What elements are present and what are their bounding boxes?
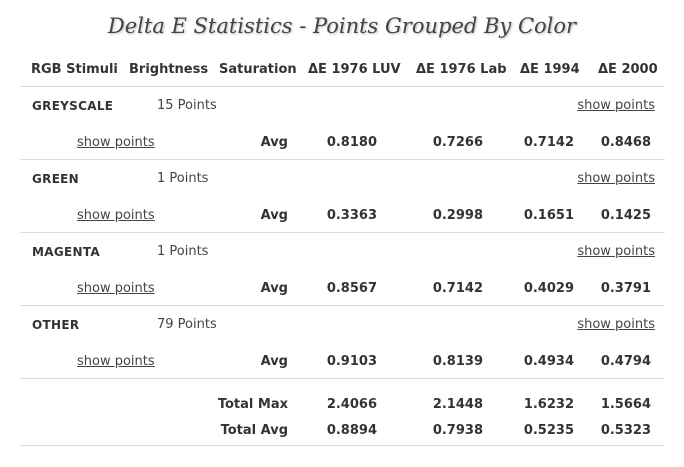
show-points-link[interactable]: show points [77,208,155,223]
group-name: GREYSCALE [32,99,114,113]
page-title: Delta E Statistics - Points Grouped By C… [107,14,577,38]
col-de1976-luv: ΔE 1976 LUV [308,62,401,77]
divider [20,445,665,446]
avg-label: Avg [260,135,288,150]
max-de1994: 1.6232 [523,397,574,412]
avg-de1976-lab: 0.8139 [432,354,483,369]
max-de2000: 1.5664 [600,397,651,412]
avg-de1976-lab: 0.7142 [432,281,483,296]
avg-de1994: 0.7142 [523,135,574,150]
avg-de1976-luv: 0.8567 [326,281,377,296]
avg-de2000: 0.4794 [600,354,651,369]
divider [20,305,665,306]
col-de1976-lab: ΔE 1976 Lab [416,62,507,77]
avg-de1976-lab: 0.7266 [432,135,483,150]
group-name: OTHER [32,318,80,332]
show-points-link[interactable]: show points [577,317,655,332]
avg-de1994: 0.4029 [523,281,574,296]
max-de1976-luv: 2.4066 [326,397,377,412]
show-points-link[interactable]: show points [577,244,655,259]
avg-de1976-luv: 0.9103 [326,354,377,369]
divider [20,86,665,87]
avg-de2000: 0.3791 [600,281,651,296]
show-points-link[interactable]: show points [77,135,155,150]
point-count: 79 Points [157,317,217,332]
avg-de1994: 0.4934 [523,354,574,369]
total-avg-de1976-luv: 0.8894 [326,423,377,438]
divider [20,159,665,160]
col-saturation: Saturation [219,62,297,77]
divider [20,232,665,233]
avg-de1976-luv: 0.3363 [326,208,377,223]
avg-de2000: 0.8468 [600,135,651,150]
col-de2000: ΔE 2000 [598,62,658,77]
show-points-link[interactable]: show points [77,281,155,296]
divider [20,378,665,379]
avg-de1994: 0.1651 [523,208,574,223]
show-points-link[interactable]: show points [577,171,655,186]
show-points-link[interactable]: show points [577,98,655,113]
avg-de1976-lab: 0.2998 [432,208,483,223]
point-count: 1 Points [157,244,209,259]
point-count: 1 Points [157,171,209,186]
avg-de2000: 0.1425 [600,208,651,223]
point-count: 15 Points [157,98,217,113]
max-de1976-lab: 2.1448 [432,397,483,412]
avg-de1976-luv: 0.8180 [326,135,377,150]
total-avg-label: Total Avg [220,423,288,438]
avg-label: Avg [260,281,288,296]
group-name: GREEN [32,172,80,186]
total-avg-de1994: 0.5235 [523,423,574,438]
avg-label: Avg [260,208,288,223]
table-header: RGB Stimuli Brightness Saturation ΔE 197… [0,62,684,78]
total-max-label: Total Max [217,397,288,412]
group-name: MAGENTA [32,245,100,259]
total-avg-de1976-lab: 0.7938 [432,423,483,438]
col-de1994: ΔE 1994 [520,62,580,77]
show-points-link[interactable]: show points [77,354,155,369]
col-brightness: Brightness [129,62,209,77]
avg-label: Avg [260,354,288,369]
col-rgb-stimuli: RGB Stimuli [31,62,118,77]
total-avg-de2000: 0.5323 [600,423,651,438]
